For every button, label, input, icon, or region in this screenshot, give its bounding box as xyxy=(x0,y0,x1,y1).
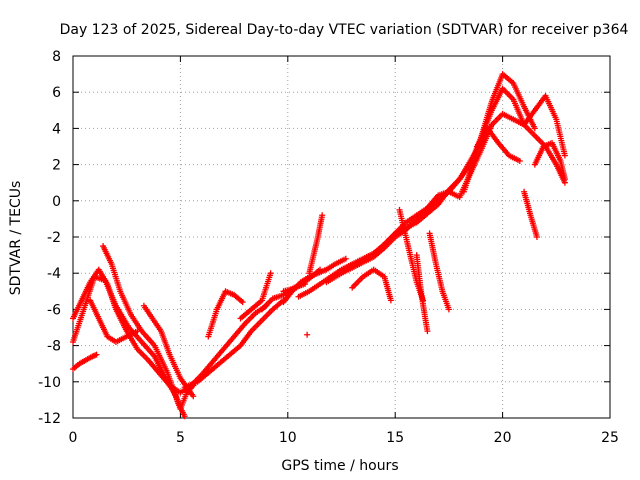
data-point xyxy=(561,176,568,183)
data-point xyxy=(304,331,311,338)
x-tick-label: 5 xyxy=(176,430,185,446)
data-point xyxy=(424,328,431,335)
y-tick-label: -2 xyxy=(47,230,61,246)
x-tick-label: 0 xyxy=(69,430,78,446)
data-points xyxy=(70,71,568,420)
y-tick-label: -6 xyxy=(47,302,61,318)
y-tick-labels: -12 -10 -8 -6 -4 -2 0 2 4 6 8 xyxy=(38,49,61,427)
data-point xyxy=(445,306,452,313)
y-tick-label: -12 xyxy=(38,411,61,427)
y-tick-label: 8 xyxy=(52,49,61,65)
x-tick-label: 25 xyxy=(601,430,619,446)
data-point xyxy=(533,234,540,240)
x-tick-label: 10 xyxy=(279,430,297,446)
data-point xyxy=(387,297,394,304)
data-point xyxy=(342,255,349,262)
y-tick-label: 6 xyxy=(52,85,61,101)
data-point xyxy=(267,270,274,277)
ticks xyxy=(72,55,611,419)
y-tick-label: -8 xyxy=(47,339,61,355)
data-point xyxy=(93,351,100,358)
data-point xyxy=(561,152,568,159)
y-tick-label: -4 xyxy=(47,266,61,282)
y-tick-label: 4 xyxy=(52,121,61,137)
data-point xyxy=(190,393,197,400)
chart-title: Day 123 of 2025, Sidereal Day-to-day VTE… xyxy=(60,22,629,38)
y-tick-label: 2 xyxy=(52,158,61,174)
data-point xyxy=(181,413,188,420)
data-point xyxy=(531,125,538,132)
x-tick-labels: 0 5 10 15 20 25 xyxy=(69,430,619,446)
x-axis-label: GPS time / hours xyxy=(281,458,398,474)
data-point xyxy=(319,212,326,219)
data-point xyxy=(134,328,141,335)
x-tick-label: 20 xyxy=(494,430,512,446)
y-axis-label: SDTVAR / TECUs xyxy=(8,181,24,296)
data-point xyxy=(239,299,246,306)
y-tick-label: -10 xyxy=(38,375,61,391)
data-point xyxy=(516,157,523,164)
x-tick-label: 15 xyxy=(386,430,404,446)
y-tick-label: 0 xyxy=(52,194,61,210)
